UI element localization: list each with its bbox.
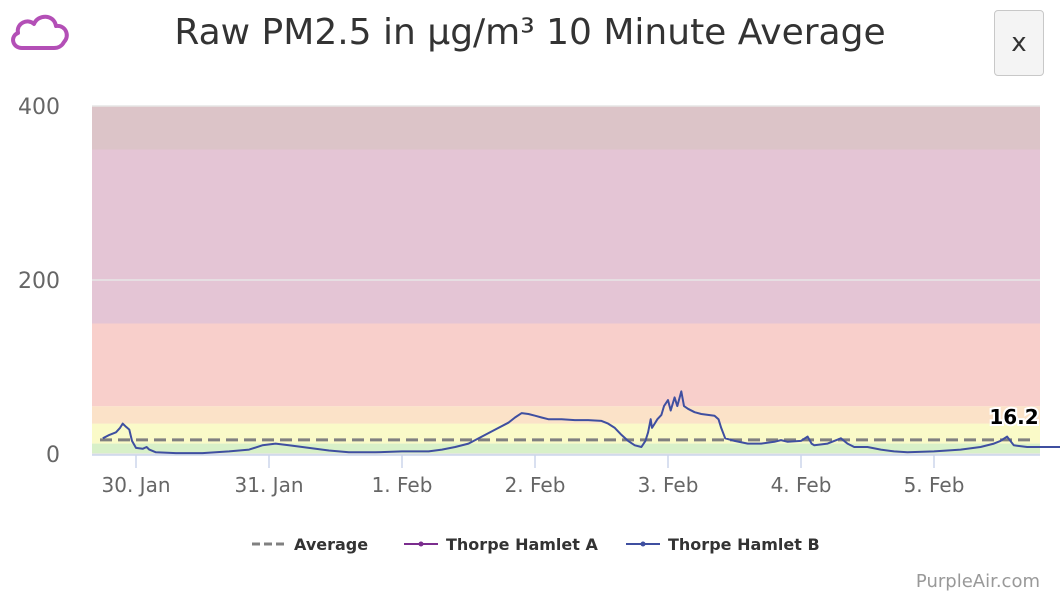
x-tick-label-3: 2. Feb: [505, 473, 566, 497]
x-tick-label-1: 31. Jan: [235, 473, 304, 497]
legend-marker-2: [640, 541, 646, 547]
aqi-band-5: [92, 106, 1040, 150]
aqi-band-4: [92, 149, 1040, 324]
aqi-band-0: [92, 443, 1040, 454]
last-value-label: 16.2: [989, 405, 1038, 429]
y-tick-label-2: 400: [18, 95, 60, 120]
aqi-band-1: [92, 423, 1040, 444]
chart-title: Raw PM2.5 in µg/m³ 10 Minute Average: [174, 12, 886, 53]
aqi-band-2: [92, 406, 1040, 424]
series-line-1: [102, 390, 1060, 455]
x-tick-label-5: 4. Feb: [771, 473, 832, 497]
aqi-band-3: [92, 323, 1040, 407]
x-tick-label-4: 3. Feb: [638, 473, 699, 497]
legend-label-2: Thorpe Hamlet B: [668, 535, 820, 554]
legend-label-0: Average: [294, 535, 368, 554]
x-tick-label-2: 1. Feb: [372, 473, 433, 497]
x-tick-label-0: 30. Jan: [102, 473, 171, 497]
legend-label-1: Thorpe Hamlet A: [446, 535, 598, 554]
y-tick-label-1: 200: [18, 269, 60, 294]
cloud-icon: [11, 14, 69, 50]
purpleair-credit[interactable]: PurpleAir.com: [915, 571, 1040, 592]
y-tick-label-0: 0: [46, 443, 60, 468]
close-button[interactable]: x: [994, 10, 1044, 76]
x-tick-label-6: 5. Feb: [904, 473, 965, 497]
legend-marker-1: [418, 541, 424, 547]
